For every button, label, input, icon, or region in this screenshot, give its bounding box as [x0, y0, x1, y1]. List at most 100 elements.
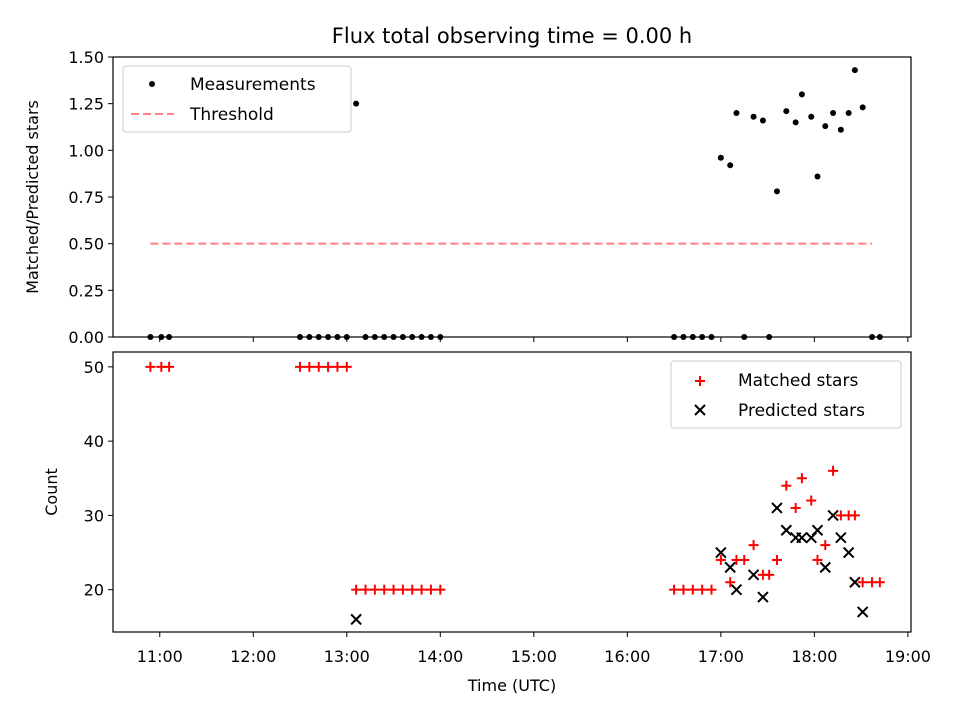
measurement-point: [399, 334, 406, 340]
measurement-point: [876, 334, 883, 340]
x-stroke-b: [715, 546, 727, 559]
x-stroke-b: [849, 576, 861, 588]
measurement-point: [315, 334, 322, 340]
measurement-point: [759, 117, 766, 124]
measurement-point: [680, 334, 687, 340]
matched-star-point: [351, 584, 362, 595]
x-stroke-b: [730, 583, 743, 596]
matched-star-point: [397, 584, 408, 595]
matched-star-point: [332, 361, 343, 372]
x-tick-label: 16:00: [604, 647, 650, 666]
y-tick-label: 0.00: [68, 328, 104, 347]
legend-threshold-label: Threshold: [189, 105, 274, 125]
measurement-point: [741, 334, 748, 340]
predicted-star-point: [849, 576, 861, 588]
measurement-point: [750, 113, 757, 120]
matched-star-point: [323, 361, 334, 372]
x-stroke-b: [827, 509, 839, 522]
x-stroke-b: [796, 531, 808, 544]
matched-star-point: [425, 584, 436, 595]
y-tick-label: 1.25: [68, 95, 104, 114]
matched-star-point: [812, 554, 823, 565]
matched-star-point: [739, 554, 750, 565]
y-tick-label: 1.00: [68, 141, 104, 160]
predicted-star-point: [350, 613, 362, 626]
measurement-point: [418, 334, 425, 340]
x-stroke-b: [835, 531, 847, 544]
x-stroke-b: [724, 561, 736, 574]
matched-star-point: [678, 584, 689, 595]
top-y-axis-label: Matched/Predicted stars: [23, 100, 42, 294]
legend-predicted-label: Predicted stars: [738, 401, 865, 421]
predicted-star-point: [757, 591, 769, 603]
matched-star-point: [379, 584, 390, 595]
measurement-point: [830, 110, 837, 116]
predicted-star-point: [819, 561, 831, 574]
predicted-star-point: [780, 524, 793, 536]
measurement-point: [773, 188, 780, 195]
measurement-point: [792, 119, 799, 126]
measurement-point: [708, 334, 715, 340]
predicted-star-point: [856, 606, 869, 618]
matched-star-point: [341, 361, 352, 372]
y-tick-label: 50: [84, 358, 104, 377]
measurement-point: [390, 334, 397, 340]
measurement-point: [837, 126, 844, 133]
legend-predicted-marker: [694, 404, 706, 416]
measurement-point: [851, 67, 858, 74]
measurement-point: [808, 113, 815, 120]
matched-star-point: [857, 577, 868, 588]
measurement-point: [353, 100, 360, 107]
measurement-point: [147, 334, 154, 340]
predicted-star-point: [771, 502, 783, 514]
x-tick-label: 11:00: [137, 647, 183, 666]
measurement-point: [297, 334, 304, 340]
x-tick-label: 18:00: [791, 647, 837, 666]
measurement-point: [717, 154, 724, 161]
y-tick-label: 0.25: [68, 281, 104, 300]
matched-star-point: [145, 361, 156, 372]
matched-star-point: [725, 577, 736, 588]
measurement-point: [727, 162, 734, 169]
matched-star-point: [304, 361, 315, 372]
measurement-point: [733, 110, 740, 116]
measurement-point: [166, 334, 173, 340]
matched-star-point: [669, 584, 680, 595]
predicted-star-point: [747, 569, 760, 581]
matched-star-point: [874, 577, 885, 588]
measurement-point: [699, 334, 706, 340]
x-stroke-b: [842, 546, 855, 559]
matched-star-point: [435, 584, 446, 595]
matched-star-point: [706, 584, 717, 595]
x-stroke-b: [757, 591, 769, 603]
x-stroke-b: [350, 613, 362, 626]
measurement-point: [689, 334, 696, 340]
measurement-point: [334, 334, 341, 340]
bottom-legend: Matched stars Predicted stars: [670, 360, 902, 429]
matched-star-point: [781, 480, 792, 491]
measurement-point: [671, 334, 678, 340]
predicted-star-point: [842, 546, 855, 559]
matched-star-point: [407, 584, 418, 595]
matched-star-point: [715, 554, 726, 565]
predicted-star-point: [811, 524, 824, 536]
measurement-point: [427, 334, 434, 340]
x-axis-label: Time (UTC): [467, 676, 556, 695]
matched-star-point: [796, 473, 807, 484]
measurement-point: [783, 108, 790, 115]
measurement-point: [381, 334, 388, 340]
x-stroke-b: [747, 569, 760, 581]
top-legend: Measurements Threshold: [122, 65, 352, 133]
matched-star-point: [295, 361, 306, 372]
legend-measurements-label: Measurements: [190, 75, 316, 95]
matched-star-point: [828, 465, 839, 476]
y-tick-label: 0.50: [68, 235, 104, 254]
matched-star-point: [849, 510, 860, 521]
measurement-point: [306, 334, 313, 340]
bottom-y-axis-label: Count: [42, 468, 61, 516]
y-tick-label: 1.50: [68, 48, 104, 67]
y-tick-label: 0.75: [68, 188, 104, 207]
measurement-point: [845, 110, 852, 116]
